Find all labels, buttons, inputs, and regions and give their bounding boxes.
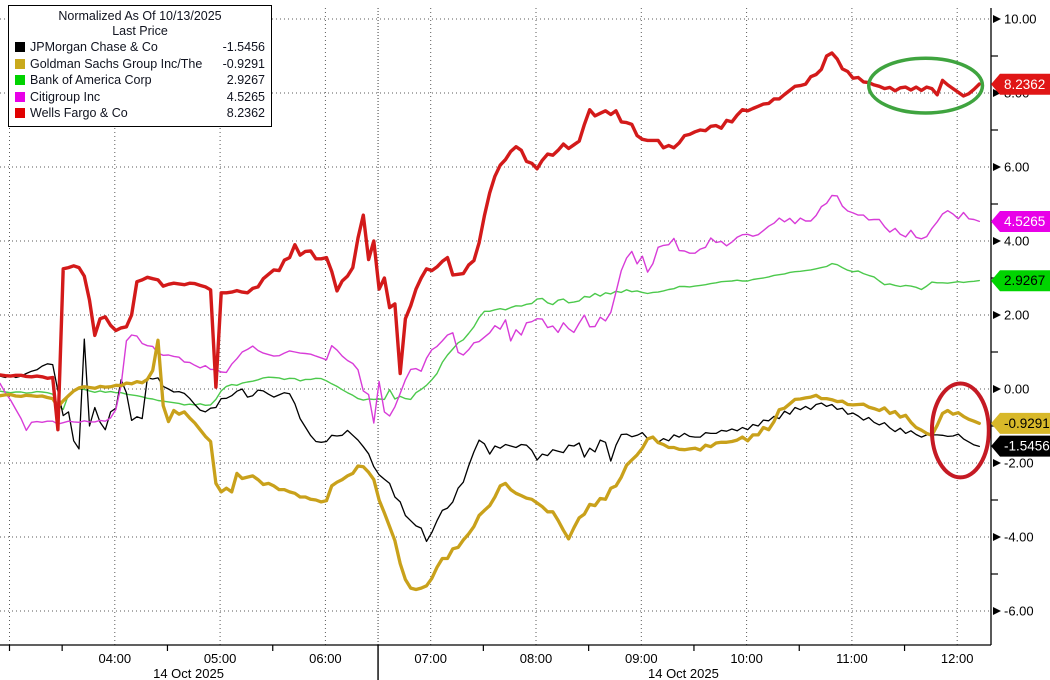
grid-layer [0,8,991,680]
legend-series-value: 8.2362 [226,106,265,120]
price-tag-value: 4.5265 [1004,214,1045,229]
y-axis-label: 4.00 [1004,234,1029,249]
y-tick-arrow [993,89,1001,97]
x-axis-label: 04:00 [99,651,132,666]
y-tick-arrow [993,15,1001,23]
x-axis-label: 11:00 [836,651,868,666]
legend-series-name: Wells Fargo & Co [30,106,128,120]
legend-swatch-wells-fargo [15,108,25,119]
price-tag-value: 8.2362 [1004,77,1045,92]
x-axis-label: 07:00 [414,651,447,666]
legend-series-name: Citigroup Inc [30,89,101,104]
legend-series-name: Goldman Sachs Group Inc/The [30,56,203,71]
annotation-gs-jpm-highlight [929,381,991,480]
y-axis-label: -4.00 [1004,530,1034,545]
legend-swatch-citigroup [15,91,25,102]
legend-swatch-jpmorgan [15,42,25,53]
x-axis-label: 09:00 [625,651,658,666]
y-tick-arrow [993,459,1001,467]
x-axis-date-label: 14 Oct 2025 [648,666,719,680]
price-tag-value: -0.9291 [1004,416,1050,431]
price-tag-citigroup [991,211,1050,233]
x-axis-label: 05:00 [204,651,237,666]
legend-subtitle: Last Price [112,24,168,38]
annotation-layer [866,56,991,480]
legend-series-value: 2.9267 [226,73,265,87]
legend-series-name: JPMorgan Chase & Co [30,40,158,54]
legend-title: Normalized As Of 10/13/2025 [58,9,222,23]
chart-legend: Normalized As Of 10/13/2025 Last Price J… [8,5,272,127]
annotation-wells-fargo-highlight [866,56,985,115]
price-tag-value: -1.5456 [1004,439,1050,454]
series-line-jpmorgan [0,338,980,543]
price-tag-layer: 8.2362 4.5265 2.9267 -0.9291 -1.5456 [991,73,1050,457]
legend-series-value: 4.5265 [226,89,265,104]
price-tag-value: 2.9267 [1004,273,1045,288]
y-tick-arrow [993,533,1001,541]
series-line-bank-of-america [0,262,980,411]
price-tag-bank-of-america [991,270,1050,292]
axes-layer: 10.008.006.004.002.000.00-2.00-4.00-6.00… [0,8,1037,680]
y-axis-label: 0.00 [1004,382,1029,397]
y-tick-arrow [993,237,1001,245]
y-tick-arrow [993,311,1001,319]
legend-series-value: -1.5456 [222,40,265,54]
y-tick-arrow [993,163,1001,171]
y-axis-label: -2.00 [1004,456,1034,471]
legend-swatch-bank-of-america [15,75,25,86]
x-axis-date-label: 14 Oct 2025 [153,666,224,680]
price-tag-goldman-sachs [991,412,1050,434]
legend-item-bank-of-america: Bank of America Corp 2.9267 [15,72,265,89]
y-axis-label: 6.00 [1004,160,1029,175]
y-axis-label: 2.00 [1004,308,1029,323]
x-axis-label: 06:00 [309,651,342,666]
x-axis-label: 10:00 [730,651,763,666]
series-line-citigroup [0,194,980,432]
x-axis-label: 08:00 [520,651,553,666]
legend-item-jpmorgan: JPMorgan Chase & Co -1.5456 [15,39,265,56]
legend-swatch-goldman-sachs [15,58,25,69]
y-tick-arrow [993,607,1001,615]
y-tick-arrow [993,385,1001,393]
price-tag-jpmorgan [991,435,1050,457]
legend-item-citigroup: Citigroup Inc 4.5265 [15,89,265,106]
x-axis-label: 12:00 [941,651,974,666]
legend-item-goldman-sachs: Goldman Sachs Group Inc/The -0.9291 [15,56,265,73]
legend-item-wells-fargo: Wells Fargo & Co 8.2362 [15,105,265,122]
series-line-goldman-sachs [0,338,981,592]
legend-series-value: -0.9291 [222,56,265,71]
series-line-wells-fargo [0,51,981,432]
y-axis-label: -6.00 [1004,604,1034,619]
series-layer [0,51,981,592]
price-tag-wells-fargo [991,73,1050,95]
y-axis-label: 10.00 [1004,12,1037,27]
legend-series-name: Bank of America Corp [30,73,152,87]
